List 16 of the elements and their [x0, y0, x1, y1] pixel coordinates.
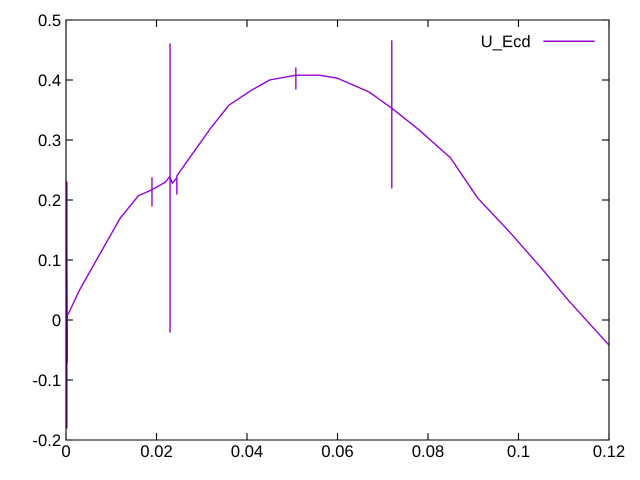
y-tick-label: 0.1: [38, 254, 60, 266]
x-tick-label: 0.06: [322, 445, 353, 458]
y-tick-label: 0.4: [38, 74, 61, 86]
y-tick-label: -0.1: [33, 374, 60, 386]
x-tick-label: 0.02: [140, 445, 172, 458]
legend-label: U_Ecd: [482, 35, 530, 50]
x-tick-label: 0.04: [231, 445, 263, 458]
x-tick-label: 0: [62, 445, 70, 458]
y-tick-label: 0: [52, 314, 60, 326]
x-tick-label: 0.08: [412, 445, 444, 458]
x-tick-label: 0.1: [508, 445, 530, 458]
x-tick-label: 0.12: [593, 445, 624, 458]
y-tick-label: 0.5: [38, 14, 60, 26]
y-tick-label: 0.2: [38, 194, 60, 206]
y-tick-label: 0.3: [38, 134, 60, 146]
y-tick-label: -0.2: [33, 434, 60, 446]
